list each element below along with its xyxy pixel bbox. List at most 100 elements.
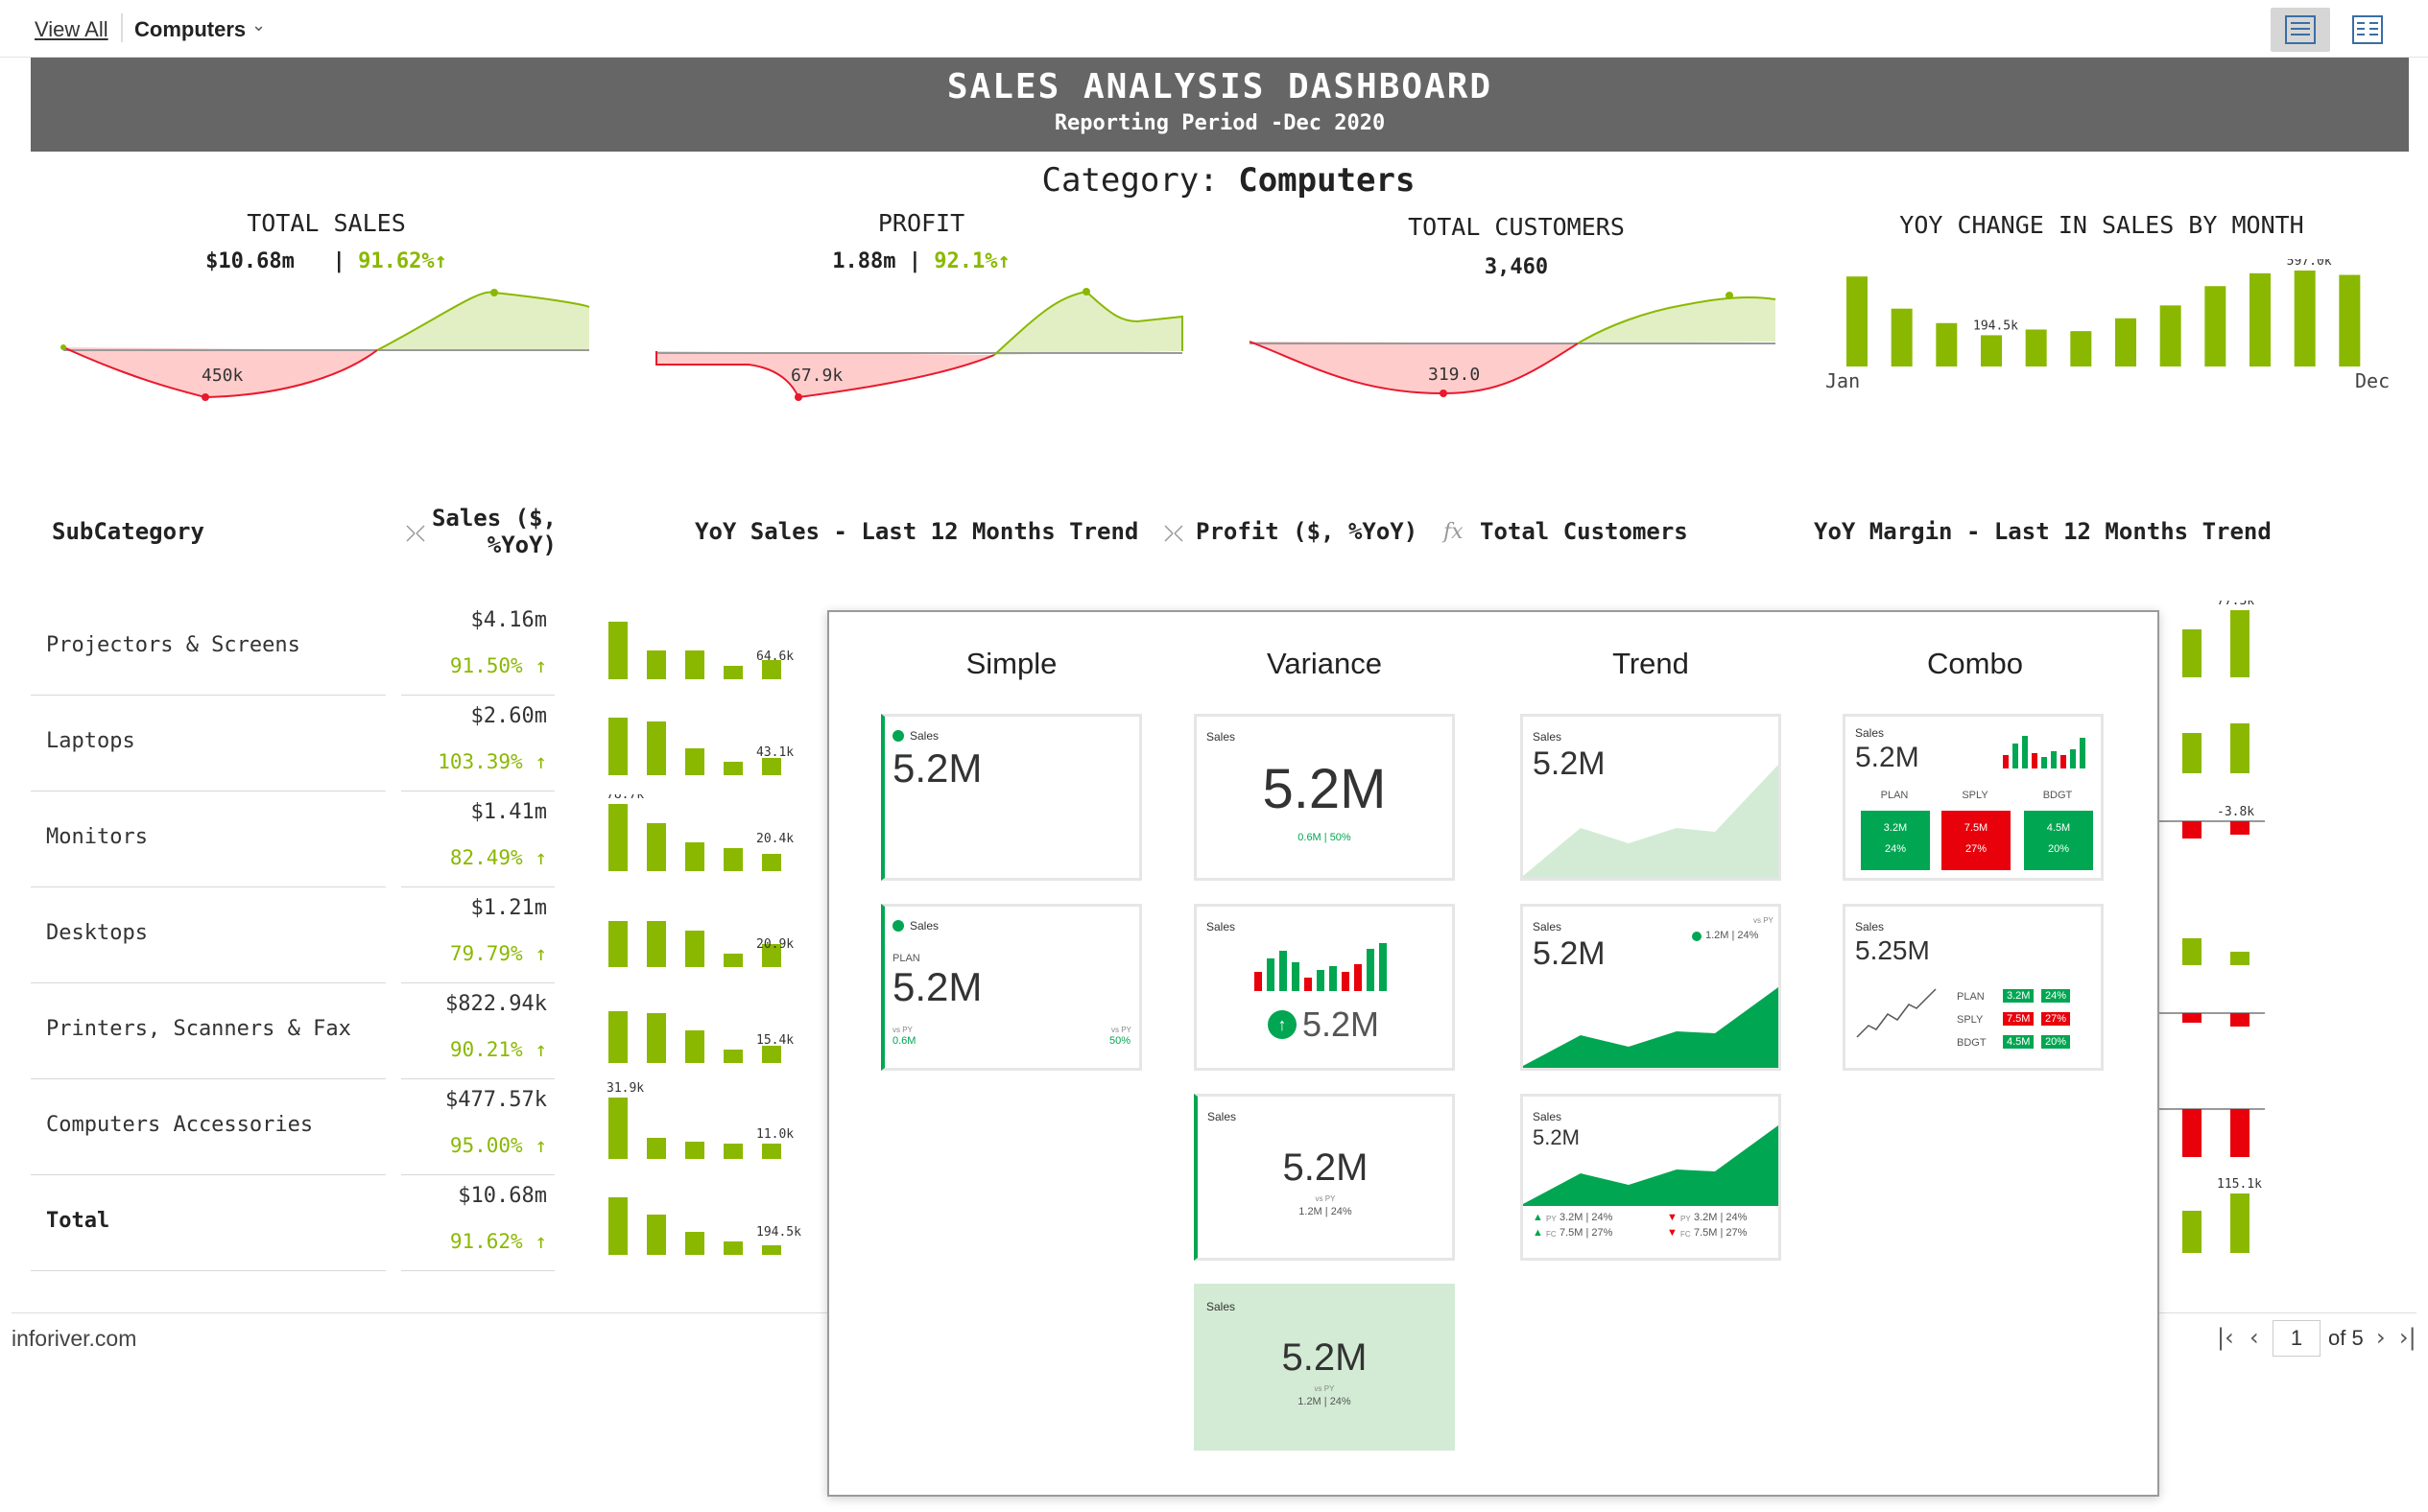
card-row-plan-pct: 24% — [2041, 989, 2071, 1003]
trend-bar — [724, 666, 743, 679]
margin-bar — [2230, 821, 2249, 835]
mini-bar — [2070, 749, 2076, 768]
row-label[interactable]: Projectors & Screens — [46, 633, 300, 657]
row-divider — [401, 982, 555, 983]
kpi-customers-value: 3,460 — [1484, 255, 1549, 279]
col-header-customers[interactable]: Total Customers — [1480, 518, 1688, 545]
list-view-button[interactable] — [2271, 8, 2330, 52]
triangle-down-icon: ▼ — [1667, 1227, 1678, 1239]
card-label: Sales — [1855, 920, 1885, 933]
card-value: 5.2M — [1281, 1336, 1368, 1379]
trend-min-label: 64.6k — [756, 650, 794, 664]
trend-min-label: 194.5k — [756, 1225, 801, 1240]
col-header-sales-line2: %YoY) — [487, 532, 557, 558]
card-py-label: PY — [1546, 1215, 1557, 1223]
col-header-profit[interactable]: Profit ($, %YoY) — [1196, 518, 1418, 545]
row-label[interactable]: Printers, Scanners & Fax — [46, 1017, 351, 1041]
row-sales-value: $10.68m — [458, 1184, 547, 1208]
trend-bar — [608, 622, 628, 679]
dashboard-banner: SALES ANALYSIS DASHBOARD Reporting Perio… — [31, 58, 2409, 152]
kpi-sales-value: $10.68m | 91.62%↑ — [154, 249, 499, 273]
dashboard-title: SALES ANALYSIS DASHBOARD — [946, 67, 1493, 106]
first-page-icon[interactable]: |‹ — [2217, 1324, 2234, 1351]
trend-bar — [724, 1050, 743, 1063]
card-variance-3[interactable]: Sales 5.2M vs PY 1.2M | 24% — [1194, 1094, 1455, 1261]
arrow-up-icon: ↑ — [522, 846, 547, 869]
card-combo-2[interactable]: Sales 5.25M PLAN 3.2M 24% SPLY 7.5M 27% … — [1843, 904, 2104, 1071]
row-label[interactable]: Laptops — [46, 729, 135, 753]
card-detail: 1.2M | 24% — [1298, 1206, 1352, 1217]
mini-bar — [1329, 966, 1337, 991]
row-sales-trend: 15.4k — [608, 1011, 794, 1063]
next-page-icon[interactable]: › — [2376, 1324, 2386, 1351]
card-row-sply: SPLY — [1957, 1014, 1984, 1026]
row-label[interactable]: Total — [46, 1209, 110, 1233]
formula-icon[interactable]: fx — [1443, 520, 1464, 544]
col-header-subcategory[interactable]: SubCategory — [52, 518, 204, 545]
status-dot-icon — [1692, 932, 1702, 941]
kpi-profit-title: PROFIT — [877, 209, 965, 237]
card-row-bdgt: BDGT — [1957, 1037, 1987, 1049]
card-sub-label: PLAN — [893, 953, 920, 964]
card-variance-4[interactable]: Sales 5.2M vs PY 1.2M | 24% — [1194, 1284, 1455, 1451]
mini-bar — [2060, 755, 2066, 768]
card-box-plan: 3.2M 24% — [1861, 811, 1930, 870]
row-sales-trend: 20.4k 78.7k — [607, 794, 794, 871]
chevron-down-icon[interactable]: ⌄ — [251, 15, 267, 35]
row-sales-pct: 95.00% ↑ — [403, 1134, 547, 1157]
arrow-up-icon: ↑ — [522, 942, 547, 965]
mini-bar — [1342, 972, 1349, 991]
row-sales-pct-text: 79.79% — [449, 942, 523, 965]
prev-page-icon[interactable]: ‹ — [2249, 1324, 2259, 1351]
card-simple-1[interactable]: Sales 5.2M — [881, 714, 1142, 881]
row-label[interactable]: Monitors — [46, 825, 148, 849]
sort-icon[interactable] — [403, 522, 428, 547]
margin-bar — [2182, 629, 2202, 677]
kpi-profit-sparkline: 67.9k — [655, 288, 1183, 401]
view-all-link[interactable]: View All — [35, 17, 108, 41]
trend-bar — [647, 1215, 666, 1255]
card-detail: 1.2M | 24% — [1705, 930, 1759, 941]
col-header-sales[interactable]: Sales ($, %YoY) — [422, 505, 557, 558]
yoy-bar-sep — [2204, 286, 2226, 366]
margin-bar — [2182, 1013, 2202, 1023]
col-header-yoy-trend[interactable]: YoY Sales - Last 12 Months Trend — [695, 518, 1139, 545]
row-sales-trend: 20.9k — [608, 921, 794, 967]
card-combo-1[interactable]: Sales 5.2M PLAN SPLY BDGT 3.2M 24% 7.5M … — [1843, 714, 2104, 881]
mini-bar — [2022, 736, 2028, 768]
yoy-bar-may — [2025, 329, 2047, 366]
trend-bar — [647, 650, 666, 679]
card-trend-3[interactable]: Sales 5.2M ▲ PY 3.2M | 24% ▲ FC 7.5M | 2… — [1520, 1094, 1781, 1261]
row-label[interactable]: Desktops — [46, 921, 148, 945]
card-fc-label: FC — [1546, 1230, 1557, 1239]
card-variance-1[interactable]: Sales 5.2M 0.6M | 50% — [1194, 714, 1455, 881]
margin-bar — [2230, 723, 2249, 773]
card-trend-2[interactable]: Sales 5.2M vs PY 1.2M | 24% — [1520, 904, 1781, 1071]
row-divider — [401, 1174, 555, 1175]
trend-bar — [647, 721, 666, 775]
grid-view-button[interactable] — [2338, 8, 2397, 52]
col-header-margin-trend[interactable]: YoY Margin - Last 12 Months Trend — [1814, 518, 2272, 545]
row-divider — [31, 1270, 386, 1271]
card-tiny-right: vs PY — [1111, 1026, 1131, 1034]
breadcrumb-current[interactable]: Computers — [134, 17, 247, 41]
row-divider — [31, 1174, 386, 1175]
footer-brand[interactable]: inforiver.com — [12, 1326, 137, 1351]
card-variance-2[interactable]: Sales ↑ 5.2M — [1194, 904, 1455, 1071]
margin-bar — [2182, 733, 2202, 773]
card-py-value: 3.2M | 24% — [1559, 1212, 1613, 1223]
sort-icon[interactable] — [1161, 522, 1186, 547]
card-simple-2[interactable]: Sales PLAN 5.2M vs PY 0.6M vs PY 50% — [881, 904, 1142, 1071]
row-label[interactable]: Computers Accessories — [46, 1113, 314, 1137]
row-divider — [31, 982, 386, 983]
card-value: 5.2M — [1855, 742, 1919, 773]
mini-bar — [2012, 744, 2018, 768]
arrow-up-icon: ↑ — [1268, 1010, 1297, 1039]
card-trend-1[interactable]: Sales 5.2M — [1520, 714, 1781, 881]
last-page-icon[interactable]: ›| — [2399, 1324, 2416, 1351]
row-divider — [31, 886, 386, 887]
page-number-input[interactable]: 1 — [2273, 1320, 2321, 1357]
trend-bar — [762, 1144, 781, 1159]
mini-bar — [1267, 958, 1274, 991]
row-sales-value: $822.94k — [445, 992, 547, 1016]
